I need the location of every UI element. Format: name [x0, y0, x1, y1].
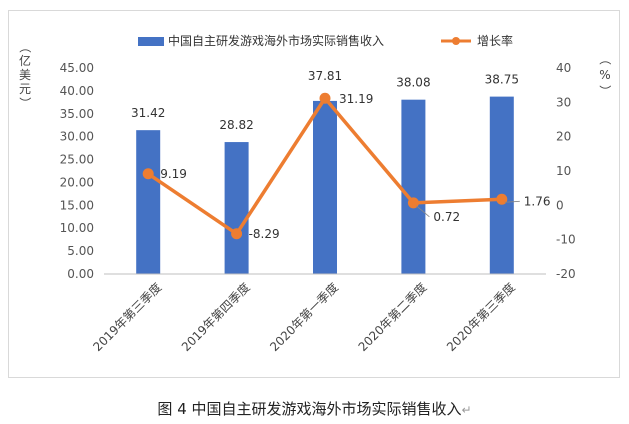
- line-value-label: 1.76: [524, 194, 551, 208]
- legend-bar-swatch: [138, 37, 164, 46]
- legend-line-marker: [452, 37, 460, 45]
- x-tick-label: 2019年第四季度: [178, 280, 253, 355]
- right-y-axis: -20 -10 0 10 20 30 40 （% ）: [556, 53, 612, 281]
- bar: [224, 142, 249, 274]
- left-tick-label: 45.00: [60, 61, 94, 75]
- left-tick-label: 25.00: [60, 153, 94, 167]
- bar: [136, 130, 161, 274]
- line-label-leader: [504, 200, 520, 203]
- right-tick-label: -10: [556, 233, 576, 247]
- line-value-label: 9.19: [160, 167, 187, 181]
- left-y-axis: 0.00 5.00 10.00 15.00 20.00 25.00 30.00 35.00 40…: [18, 41, 94, 281]
- combo-chart: 中国自主研发游戏海外市场实际销售收入 增长率 0.00 5.00 10.00 15.00…: [18, 33, 612, 355]
- left-tick-label: 0.00: [67, 267, 94, 281]
- caption-text: 图 4 中国自主研发游戏海外市场实际销售收入: [157, 400, 462, 418]
- left-tick-label: 30.00: [60, 130, 94, 144]
- bar-series: 31.42 28.82 38.08 38.75: [131, 73, 519, 275]
- legend: 中国自主研发游戏海外市场实际销售收入 增长率: [138, 33, 513, 48]
- bar: [313, 100, 337, 275]
- left-axis-label-char: 亿: [19, 53, 31, 68]
- left-tick-label: 40.00: [60, 84, 94, 98]
- x-tick-label: 2020年第一季度: [266, 280, 341, 355]
- left-axis-label-char: （: [18, 41, 32, 53]
- x-tick-label: 2019年第三季度: [90, 280, 165, 355]
- right-tick-label: 30: [556, 95, 571, 109]
- bar-value-label: 28.82: [219, 118, 253, 132]
- growth-marker: [319, 92, 331, 104]
- line-value-label: 0.72: [433, 210, 460, 224]
- left-tick-label: 20.00: [60, 175, 94, 189]
- line-label-leader: [416, 205, 430, 218]
- right-axis-label-char: ）: [598, 85, 612, 97]
- right-axis-label-char: %: [599, 68, 610, 82]
- left-axis-label-char: 元: [19, 82, 31, 96]
- left-axis-label-char: 美: [19, 68, 31, 82]
- left-axis-label-char: ）: [18, 97, 32, 109]
- growth-marker: [231, 228, 243, 240]
- growth-marker: [142, 168, 154, 180]
- right-tick-label: 40: [556, 61, 571, 75]
- chart-frame: 中国自主研发游戏海外市场实际销售收入 增长率 0.00 5.00 10.00 15.00…: [8, 10, 620, 378]
- bar-value-label: 38.75: [485, 73, 519, 87]
- right-tick-label: -20: [556, 267, 576, 281]
- right-tick-label: 20: [556, 130, 571, 144]
- right-tick-label: 10: [556, 164, 571, 178]
- left-tick-label: 5.00: [67, 244, 94, 258]
- caption-return-mark: ↵: [461, 403, 472, 417]
- x-tick-label: 2020年第三季度: [443, 280, 518, 355]
- line-value-label: -8.29: [249, 227, 280, 241]
- bar: [489, 96, 514, 274]
- growth-marker: [407, 197, 419, 209]
- right-tick-label: 0: [556, 198, 564, 212]
- x-tick-label: 2020年第二季度: [355, 280, 430, 355]
- left-tick-label: 15.00: [60, 198, 94, 212]
- right-axis-label-char: （: [598, 53, 612, 65]
- figure-caption: 图 4 中国自主研发游戏海外市场实际销售收入↵: [0, 398, 629, 419]
- legend-bar-label: 中国自主研发游戏海外市场实际销售收入: [168, 33, 384, 48]
- bar: [401, 99, 426, 274]
- line-value-label: 31.19: [339, 92, 373, 106]
- left-tick-label: 35.00: [60, 107, 94, 121]
- bar-value-label: 38.08: [396, 76, 430, 90]
- bar-value-label: 37.81: [308, 69, 342, 83]
- bar-value-label: 31.42: [131, 106, 165, 120]
- left-tick-label: 10.00: [60, 221, 94, 235]
- line-series: 37.81 9.19 -8.29 31.19 0.72 1.76: [142, 69, 551, 241]
- x-axis: 2019年第三季度 2019年第四季度 2020年第一季度 2020年第二季度 2020…: [90, 273, 546, 355]
- growth-marker: [496, 193, 508, 205]
- legend-line-label: 增长率: [477, 33, 513, 48]
